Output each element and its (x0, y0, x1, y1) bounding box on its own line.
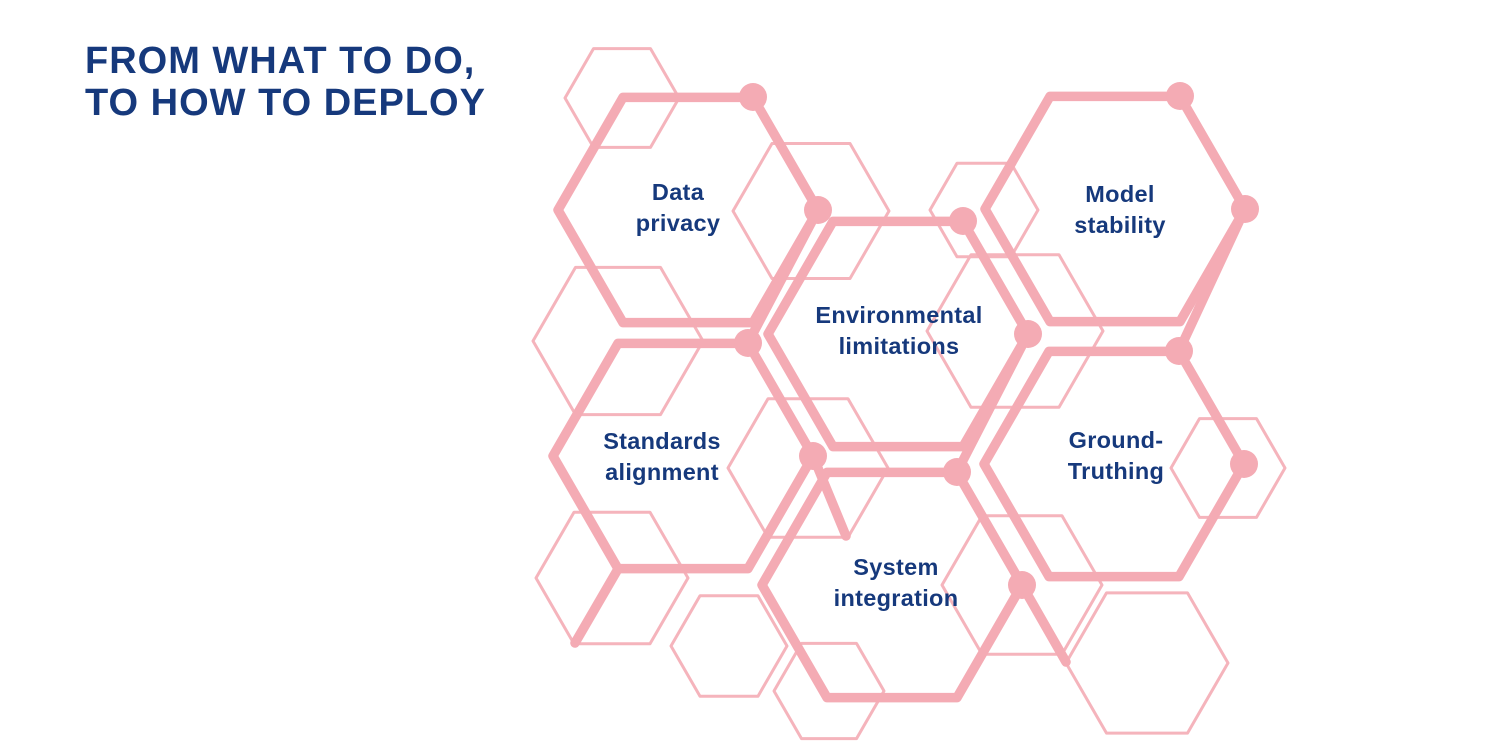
label-model-stability-line-2: stability (1074, 212, 1166, 238)
label-environmental-limitations: Environmental limitations (815, 302, 982, 359)
label-model-stability-line-1: Model (1085, 181, 1154, 207)
connector-line (743, 205, 823, 348)
label-data-privacy-line-2: privacy (636, 210, 720, 236)
connector-layer (570, 204, 1250, 667)
decor-hexagon (1064, 591, 1230, 735)
connector-node (804, 196, 832, 224)
decor-hexagon-layer (531, 47, 1287, 741)
node-layer (734, 82, 1259, 599)
label-layer: Data privacy Model stability Environmental li… (603, 179, 1166, 611)
connector-node (1008, 571, 1036, 599)
label-data-privacy: Data privacy (636, 179, 720, 236)
connector-node (1230, 450, 1258, 478)
connector-line (952, 329, 1033, 477)
connector-node (943, 458, 971, 486)
page-title-line-2: TO HOW TO DEPLOY (85, 82, 486, 124)
label-ground-truthing-line-1: Ground- (1069, 427, 1164, 453)
label-data-privacy-line-1: Data (652, 179, 705, 205)
connector-line (1017, 580, 1071, 667)
label-ground-truthing-line-2: Truthing (1068, 458, 1164, 484)
connector-node (739, 83, 767, 111)
connector-node (1165, 337, 1193, 365)
label-system-integration-line-1: System (853, 554, 938, 580)
label-standards-alignment-line-2: alignment (605, 459, 719, 485)
page-title: FROM WHAT TO DO, TO HOW TO DEPLOY (85, 40, 486, 124)
decor-hexagon (1169, 417, 1287, 519)
label-system-integration-line-2: integration (834, 585, 959, 611)
connector-node (949, 207, 977, 235)
page-title-line-1: FROM WHAT TO DO, (85, 40, 476, 82)
decor-hexagon (925, 253, 1105, 409)
label-model-stability: Model stability (1074, 181, 1166, 238)
connector-node (1166, 82, 1194, 110)
connector-node (799, 442, 827, 470)
decor-hexagon (669, 594, 789, 698)
label-ground-truthing: Ground- Truthing (1068, 427, 1164, 484)
label-standards-alignment: Standards alignment (603, 428, 721, 485)
decor-hexagon (928, 161, 1040, 259)
connector-node (1014, 320, 1042, 348)
label-environmental-limitations-line-2: limitations (839, 333, 960, 359)
connector-line (1174, 204, 1250, 356)
connector-node (734, 329, 762, 357)
decor-hexagon (772, 641, 886, 741)
decor-hexagon (731, 142, 891, 280)
connector-line (570, 564, 623, 648)
label-environmental-limitations-line-1: Environmental (815, 302, 982, 328)
label-system-integration: System integration (834, 554, 959, 611)
connector-node (1231, 195, 1259, 223)
connector-line (808, 451, 851, 541)
label-standards-alignment-line-1: Standards (603, 428, 721, 454)
